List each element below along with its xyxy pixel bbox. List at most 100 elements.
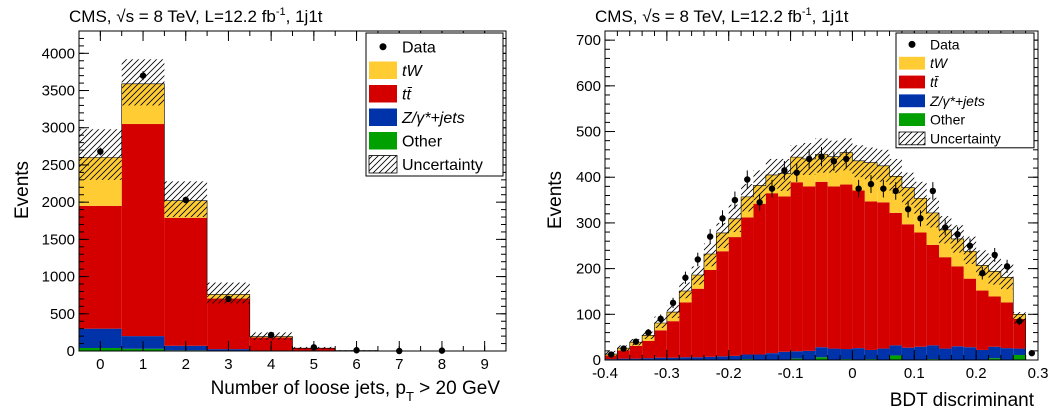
data-point <box>140 72 146 78</box>
uncertainty-bin <box>704 243 716 266</box>
data-point <box>744 176 750 182</box>
bar-segment <box>890 345 902 355</box>
chart-title: CMS, √s = 8 TeV, L=12.2 fb-1, 1j1t <box>69 6 323 26</box>
bar-segment <box>803 186 815 351</box>
bar-segment <box>877 349 889 360</box>
x-tick-label: 0 <box>96 356 104 373</box>
data-point <box>1004 263 1010 269</box>
bar-segment <box>716 251 728 356</box>
bar-segment <box>815 182 827 347</box>
x-tick-label: 8 <box>438 356 446 373</box>
uncertainty-bin <box>927 198 939 228</box>
bar-segment <box>927 345 939 359</box>
bar-segment <box>642 341 654 358</box>
data-point <box>942 224 948 230</box>
data-point <box>645 329 651 335</box>
legend-label: tt̄ <box>930 74 939 90</box>
data-point <box>756 199 762 205</box>
bar-segment <box>877 202 889 348</box>
bar-segment <box>716 356 728 360</box>
legend-label: Z/γ*+jets <box>401 110 465 127</box>
bar-segment <box>840 185 852 349</box>
data-point <box>707 233 713 239</box>
x-axis-label: BDT discriminant <box>890 390 1035 411</box>
bar-segment <box>927 245 939 346</box>
bar-segment <box>964 347 976 360</box>
legend-label: tW <box>930 55 949 71</box>
data-point <box>268 332 274 338</box>
x-tick-label: -0.3 <box>654 365 680 382</box>
y-tick-label: 4000 <box>42 45 75 62</box>
x-tick-label: 2 <box>182 356 190 373</box>
chart-panel-1: CMS, √s = 8 TeV, L=12.2 fb-1, 1j1t050010… <box>12 6 506 404</box>
y-tick-label: 500 <box>576 124 601 141</box>
uncertainty-bin <box>692 266 704 284</box>
y-tick-label: 400 <box>576 169 601 186</box>
data-point <box>818 153 824 159</box>
data-point <box>183 197 189 203</box>
legend-swatch <box>899 76 925 89</box>
bar-segment <box>667 321 679 358</box>
bar-segment <box>679 302 691 357</box>
legend-label: tW <box>402 63 423 80</box>
y-tick-label: 600 <box>576 78 601 95</box>
uncertainty-bin <box>679 282 691 298</box>
bar-segment <box>729 356 741 360</box>
bar-segment <box>1013 349 1025 355</box>
bar-segment <box>828 186 840 348</box>
data-point <box>855 185 861 191</box>
data-point <box>905 206 911 212</box>
x-tick-label: 5 <box>310 356 318 373</box>
bar-segment <box>164 218 207 346</box>
bar-segment <box>122 124 165 336</box>
bar-segment <box>914 233 926 347</box>
bar-segment <box>890 355 902 360</box>
data-point <box>657 316 663 322</box>
legend-label: Other <box>402 134 443 151</box>
bar-segment <box>902 224 914 347</box>
data-point <box>695 256 701 262</box>
data-point <box>954 231 960 237</box>
legend-label: Uncertainty <box>402 157 483 174</box>
uncertainty-bin <box>852 145 864 177</box>
legend-swatch <box>899 113 925 126</box>
legend-label: Z/γ*+jets <box>929 93 985 109</box>
series-tt- <box>605 182 1026 359</box>
bar-segment <box>741 355 753 360</box>
bar-segment <box>741 217 753 354</box>
x-tick-label: 9 <box>480 356 488 373</box>
uncertainty-bin <box>716 223 728 248</box>
legend-swatch <box>369 85 397 103</box>
data-point <box>225 296 231 302</box>
bar-segment <box>766 353 778 359</box>
data-point <box>633 339 639 345</box>
uncertainty-bin <box>902 173 914 205</box>
bar-segment <box>951 346 963 360</box>
bar-segment <box>766 193 778 353</box>
bar-segment <box>753 355 765 360</box>
y-tick-label: 3500 <box>42 83 75 100</box>
legend-label: Data <box>402 40 436 57</box>
y-tick-label: 100 <box>576 306 601 323</box>
bar-segment <box>654 330 666 357</box>
bar-segment <box>852 190 864 348</box>
legend-marker-data <box>380 43 387 50</box>
y-axis-label: Events <box>12 161 33 219</box>
data-point <box>769 185 775 191</box>
x-tick-label: -0.1 <box>778 365 804 382</box>
bar-segment <box>865 350 877 359</box>
bar-segment <box>902 348 914 360</box>
data-point <box>831 158 837 164</box>
legend-swatch <box>369 109 397 127</box>
x-tick-label: 7 <box>395 356 403 373</box>
legend-marker-data <box>909 41 916 48</box>
data-point <box>719 215 725 221</box>
data-point <box>893 188 899 194</box>
data-point <box>682 275 688 281</box>
y-tick-label: 0 <box>67 343 75 360</box>
bar-segment <box>852 348 864 360</box>
legend-label: Uncertainty <box>930 130 1001 146</box>
bar-segment <box>939 257 951 348</box>
bar-segment <box>890 213 902 346</box>
